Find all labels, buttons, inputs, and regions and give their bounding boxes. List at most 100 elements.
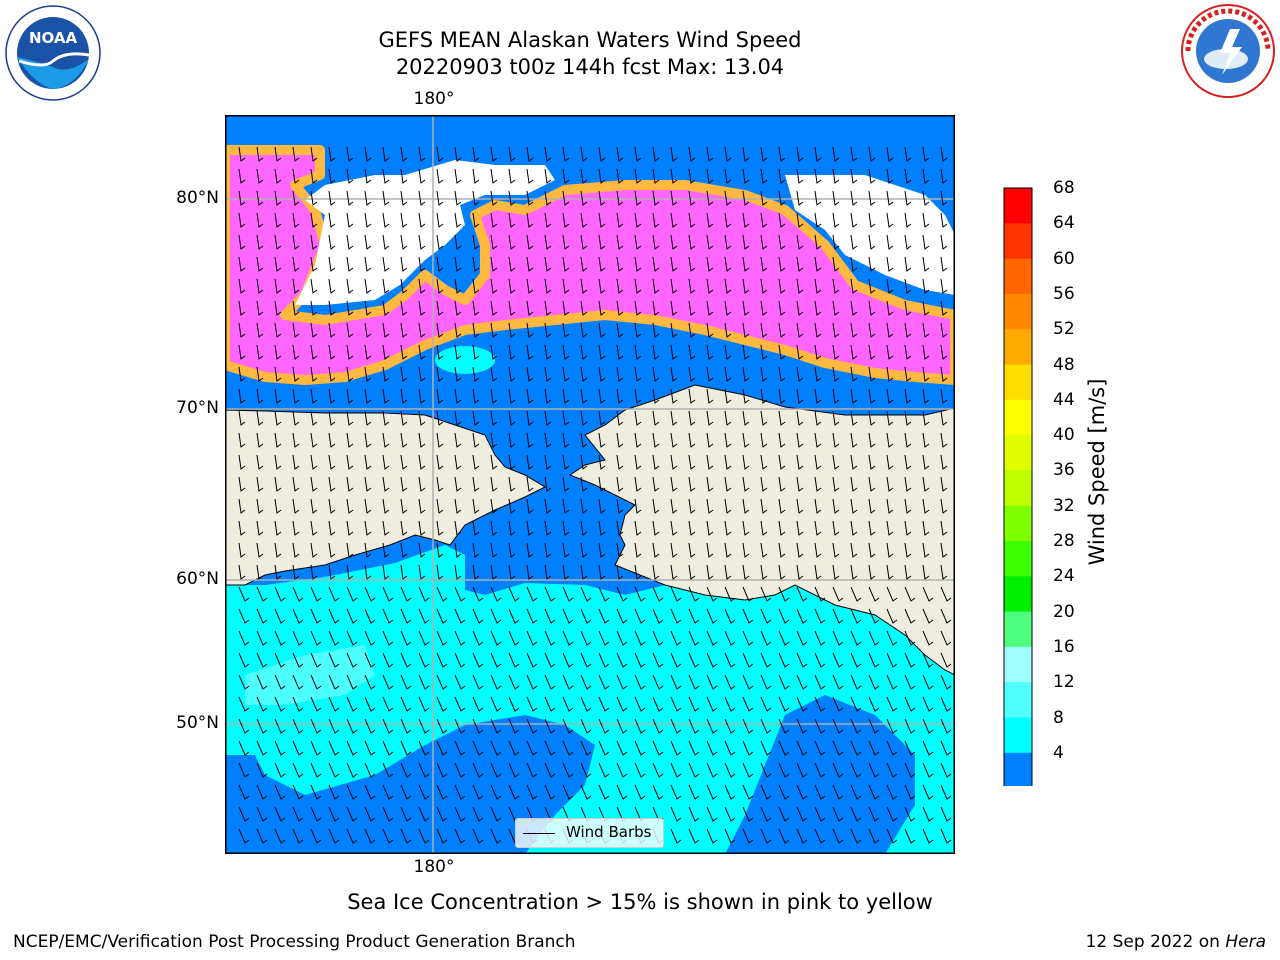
wind-barb xyxy=(850,454,858,470)
wind-barb xyxy=(454,146,462,162)
wind-barb xyxy=(652,388,660,404)
wind-barb xyxy=(526,234,534,250)
wind-barb xyxy=(634,454,642,470)
wind-barb xyxy=(436,388,444,404)
wind-barb xyxy=(922,630,934,646)
wind-barb xyxy=(292,256,300,272)
wind-barb xyxy=(274,190,282,206)
wind-barb xyxy=(868,564,876,580)
wind-barb xyxy=(778,520,786,536)
wind-barb xyxy=(940,234,948,250)
wind-barb xyxy=(634,564,642,580)
wind-barb xyxy=(652,410,660,426)
wind-barb xyxy=(886,388,894,404)
colorbar-tick-label: 8 xyxy=(1053,707,1064,728)
colorbar-segment xyxy=(1004,329,1032,365)
wind-barb xyxy=(472,762,484,778)
wind-barb xyxy=(526,784,538,800)
wind-barb xyxy=(922,234,930,250)
wind-barb xyxy=(580,652,592,668)
wind-barb xyxy=(922,344,930,360)
wind-barb xyxy=(328,366,336,382)
wind-barb xyxy=(526,256,534,272)
wind-barb xyxy=(814,278,822,294)
wind-barb xyxy=(652,520,660,536)
wind-barb xyxy=(418,410,426,426)
wind-barb xyxy=(706,828,718,844)
wind-barb xyxy=(814,630,826,646)
wind-barb xyxy=(670,344,678,360)
wind-barb xyxy=(742,388,750,404)
wind-barb xyxy=(454,740,466,756)
wind-barb xyxy=(688,784,700,800)
wind-barb xyxy=(598,652,610,668)
wind-barb xyxy=(796,674,808,690)
wind-barb xyxy=(346,542,354,558)
wind-barb xyxy=(832,256,840,272)
wind-barb xyxy=(598,190,606,206)
wind-barb xyxy=(256,564,264,580)
wind-barb xyxy=(580,762,592,778)
wind-barb xyxy=(670,278,678,294)
wind-barb xyxy=(472,410,480,426)
wind-barb xyxy=(544,146,552,162)
wind-barb xyxy=(328,498,336,514)
wind-barb xyxy=(310,168,318,184)
wind-barb xyxy=(562,718,574,734)
wind-barb xyxy=(562,388,570,404)
wind-barb xyxy=(688,652,700,668)
wind-barb xyxy=(490,674,502,690)
wind-barb xyxy=(292,498,300,514)
wind-barb xyxy=(490,256,498,272)
wind-barb xyxy=(454,388,462,404)
wind-barb xyxy=(742,542,750,558)
wind-barb xyxy=(598,146,606,162)
wind-barb xyxy=(706,300,714,316)
wind-barb xyxy=(688,212,696,228)
wind-barb xyxy=(418,454,426,470)
wind-barb xyxy=(922,322,930,338)
wind-barb xyxy=(454,344,462,360)
wind-barb xyxy=(490,432,498,448)
wind-barb xyxy=(400,366,408,382)
wind-barb xyxy=(508,190,516,206)
wind-barb xyxy=(670,828,682,844)
wind-barb xyxy=(292,806,304,822)
wind-barb xyxy=(526,586,538,602)
wind-barb xyxy=(544,278,552,294)
wind-barb xyxy=(238,410,246,426)
wind-barb xyxy=(778,652,790,668)
wind-barb xyxy=(580,454,588,470)
wind-barb xyxy=(670,806,682,822)
wind-barb xyxy=(796,476,804,492)
wind-barb xyxy=(724,212,732,228)
wind-barb xyxy=(670,498,678,514)
wind-barb xyxy=(418,762,430,778)
wind-barb xyxy=(760,542,768,558)
wind-barb xyxy=(256,190,264,206)
wind-barb xyxy=(256,344,264,360)
wind-barb xyxy=(760,168,768,184)
wind-barb xyxy=(832,498,840,514)
wind-barb xyxy=(778,806,790,822)
wind-barb xyxy=(724,234,732,250)
colorbar-segment xyxy=(1004,646,1032,683)
wind-barb xyxy=(508,476,516,492)
wind-barb xyxy=(940,344,948,360)
title-line-2: 20220903 t00z 144h fcst Max: 13.04 xyxy=(395,55,785,79)
wind-barb xyxy=(292,432,300,448)
wind-barb xyxy=(688,322,696,338)
wind-barb xyxy=(886,762,898,778)
wind-barb xyxy=(724,520,732,536)
wind-barb xyxy=(616,696,628,712)
wind-barb xyxy=(382,718,394,734)
wind-barb xyxy=(328,476,336,492)
wind-barb xyxy=(562,432,570,448)
wind-barb xyxy=(436,410,444,426)
wind-barb xyxy=(886,828,898,844)
wind-barb xyxy=(940,542,948,558)
wind-barb xyxy=(274,454,282,470)
wind-barb xyxy=(886,256,894,272)
wind-barb xyxy=(688,410,696,426)
colorbar-segment xyxy=(1004,576,1032,613)
